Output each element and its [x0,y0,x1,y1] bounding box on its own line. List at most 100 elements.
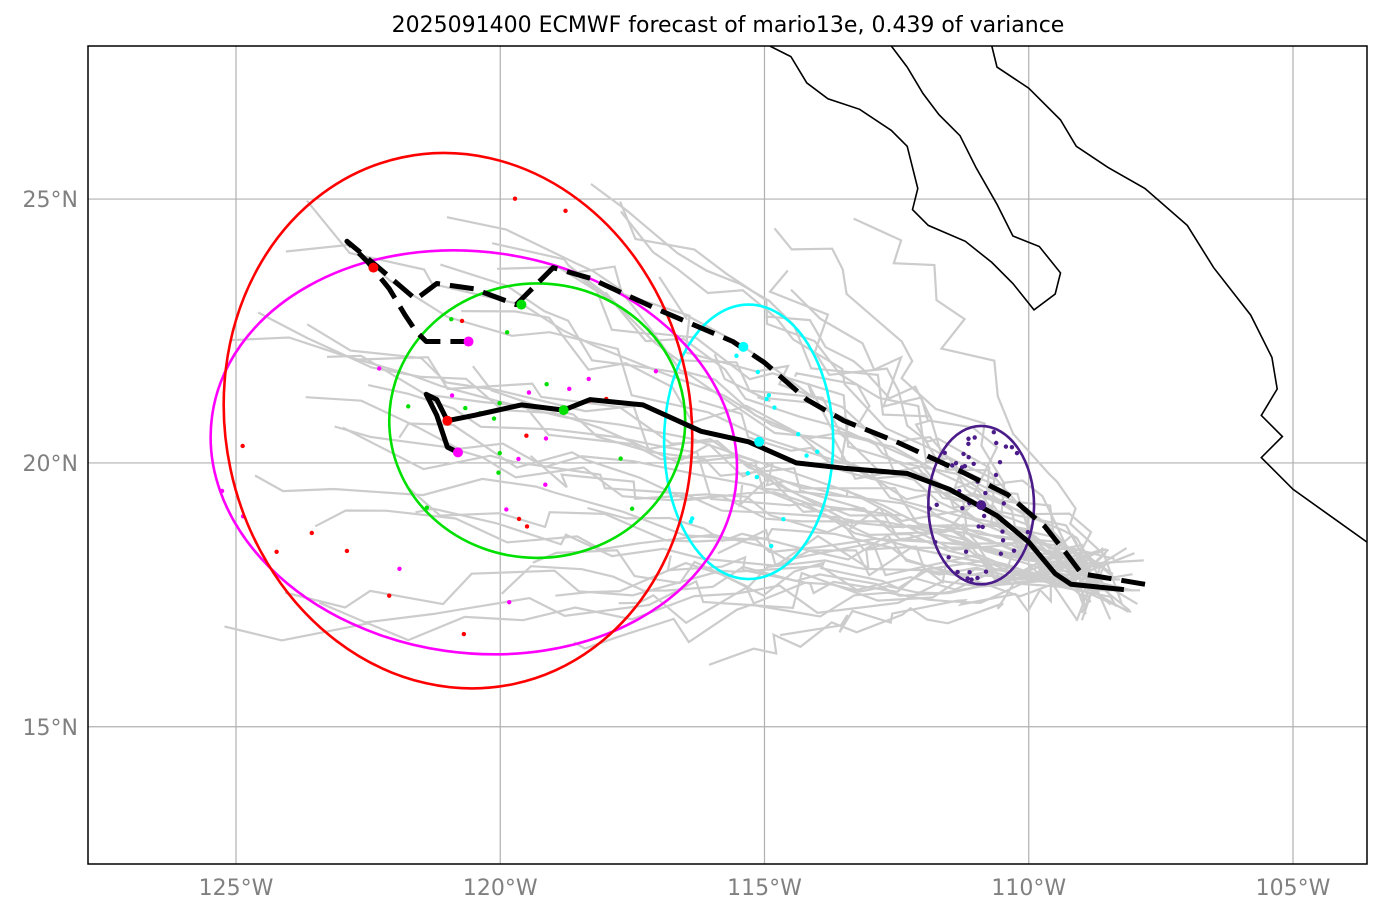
ensemble-position-dot [769,543,774,549]
ensemble-track [446,216,1131,612]
ensemble-position-dot [309,530,314,536]
ensemble-position-dot [1025,529,1031,535]
y-tick-label: 25°N [23,188,78,213]
ensemble-position-dot [745,471,750,476]
ensemble-position-dot [497,450,502,456]
ensemble-position-dot [962,463,968,469]
x-tick-label: 105°W [1256,876,1331,901]
ensemble-position-dot [983,569,989,574]
ensemble-track [708,579,1140,666]
ensemble-position-dot [966,454,971,460]
ensemble-position-dot [764,396,769,402]
ensemble-position-dot [629,506,635,511]
ensemble-track [532,549,1083,589]
ensemble-position-dot [526,390,532,395]
ensemble-position-dot [618,456,623,461]
ensemble-position-dot [961,451,966,457]
ensemble-position-dot [504,507,509,512]
ensemble-position-dot [997,460,1003,465]
ensemble-position-dot [524,524,530,529]
ensemble-position-dot [524,433,529,438]
ensemble-position-dot [971,461,976,467]
uncertainty-ellipse [209,249,739,656]
ensemble-track [231,336,1134,592]
ensemble-position-dot [397,566,402,572]
ensemble-position-dot [998,551,1004,556]
ensemble-position-dot [274,549,279,554]
mean-tracks [344,238,1146,593]
ensemble-position-dot [755,369,761,375]
ensemble-position-dot [981,513,987,519]
ensemble-position-dot [963,549,969,554]
ensemble-track [765,315,1121,581]
uncertainty-ellipses [209,151,1036,690]
ensemble-position-dot [966,441,971,447]
uncertainty-ellipse [387,282,687,560]
ensemble-position-dot [975,575,980,581]
ensemble-position-dot [950,463,955,468]
ensemble-position-dot [449,393,455,398]
ensemble-track [408,487,1079,621]
ensemble-position-dot [496,470,501,475]
ensemble-position-dot [772,405,777,410]
ensemble-position-dot [240,443,245,449]
ensemble-position-dot [1003,444,1009,449]
ensemble-position-dot [960,505,965,511]
ensemble-position-dot [543,436,549,441]
coastline [769,46,1367,543]
ensemble-position-dot [1009,444,1015,450]
cluster-centroid [976,500,987,511]
ensemble-track [768,269,1104,555]
ensemble-track [590,183,1118,608]
cluster-centroid [754,436,765,447]
y-tick-label: 15°N [23,716,78,741]
ensemble-tracks [224,183,1144,666]
x-tick-label: 120°W [463,876,538,901]
ensemble-position-dot [544,381,549,387]
ensemble-position-dot [506,599,512,605]
ensemble-position-dot [993,472,999,478]
map-frame [87,45,1368,865]
ensemble-position-dot [688,519,694,524]
cluster-centroid [738,341,749,352]
ensemble-position-dot [377,366,382,371]
ensemble-position-dot [955,569,960,575]
ensemble-position-dot [946,555,951,560]
ensemble-track [578,265,1071,571]
ensemble-track [491,242,1073,550]
ensemble-position-dot [1000,529,1005,534]
ensemble-position-dot [967,569,972,575]
ensemble-position-dot [994,440,999,446]
ensemble-position-dot [983,490,988,496]
ensemble-position-dot [406,404,411,409]
ensemble-position-dot [563,208,568,214]
ensemble-track [529,454,1099,590]
mainland-coastline [991,46,1367,543]
ensemble-position-dot [504,330,510,335]
ensemble-position-dot [976,524,981,529]
ensemble-position-dot [1014,450,1020,456]
ensemble-position-dot [966,436,971,441]
uncertainty-ellipse [927,424,1036,586]
cluster-centroid [558,405,569,416]
ensemble-position-dot [972,435,977,440]
ensemble-position-dot [1000,538,1006,543]
ensemble-position-dot [781,516,786,522]
ensemble-position-dot [796,432,801,437]
cluster-centroid [368,262,379,273]
ensemble-track [573,575,1098,650]
ensemble-position-dot [980,524,985,530]
x-tick-label: 115°W [727,876,802,901]
ensemble-position-dot [754,474,759,480]
ensemble-track [853,217,1124,605]
ensemble-position-dot [934,502,939,508]
x-tick-label: 110°W [991,876,1066,901]
ensemble-track [356,356,1115,560]
ensemble-position-dot [965,576,970,581]
ensemble-position-dot [424,505,430,510]
ensemble-position-dot [586,376,591,382]
ensemble-position-dot [567,386,572,392]
ensemble-track [254,474,1090,603]
